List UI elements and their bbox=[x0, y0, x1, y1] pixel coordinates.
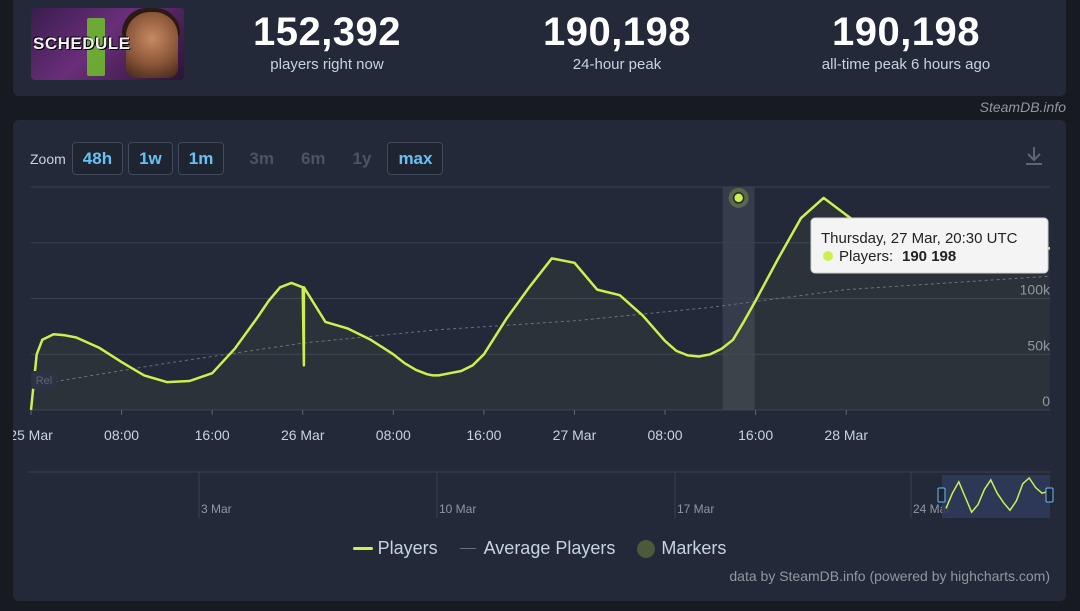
average-players-line bbox=[30, 275, 1051, 386]
tooltip-value: 190 198 bbox=[902, 248, 956, 265]
x-tick-label: 26 Mar bbox=[281, 427, 325, 443]
navigator-tick-label: 3 Mar bbox=[201, 502, 232, 516]
navigator-handle-right[interactable] bbox=[1045, 487, 1054, 503]
chart-legend: Players Average Players Markers bbox=[13, 538, 1066, 559]
stat-all-time-peak: 190,198 all-time peak 6 hours ago bbox=[776, 10, 1036, 73]
zoom-1y-button: 1y bbox=[352, 149, 372, 168]
header-bar: SCHEDULE 152,392 players right now 190,1… bbox=[13, 0, 1066, 96]
stat-24h-peak: 190,198 24-hour peak bbox=[487, 10, 747, 73]
y-tick-label: 50k bbox=[1027, 337, 1051, 353]
x-tick-label: 16:00 bbox=[738, 427, 773, 443]
highlight-point bbox=[732, 192, 745, 204]
navigator-tick-label: 10 Mar bbox=[439, 502, 476, 516]
legend-average-label: Average Players bbox=[483, 538, 616, 558]
zoom-1m-button[interactable]: 1m bbox=[177, 142, 225, 175]
stat-players-now: 152,392 players right now bbox=[197, 10, 457, 73]
x-tick-label: 25 Mar bbox=[13, 427, 53, 443]
zoom-3m-button: 3m bbox=[249, 149, 274, 168]
stat-value: 190,198 bbox=[831, 10, 981, 54]
zoom-6m-button: 6m bbox=[300, 149, 326, 168]
x-tick-label: 08:00 bbox=[376, 427, 411, 443]
zoom-48h-button[interactable]: 48h bbox=[71, 142, 124, 175]
x-tick-label: 16:00 bbox=[466, 427, 501, 443]
zoom-max-button[interactable]: max bbox=[387, 142, 444, 175]
x-tick-label: 28 Mar bbox=[824, 427, 868, 443]
stat-label: all-time peak 6 hours ago bbox=[821, 56, 991, 73]
players-area bbox=[31, 197, 1050, 410]
tooltip: Thursday, 27 Mar, 20:30 UTC Players: 190… bbox=[810, 217, 1049, 274]
y-axis-labels: 0 50k 100k bbox=[1020, 282, 1051, 410]
stat-value: 190,198 bbox=[542, 10, 692, 54]
legend-average[interactable]: Average Players bbox=[459, 538, 616, 559]
legend-markers[interactable]: Markers bbox=[637, 538, 726, 559]
x-tick-label: 16:00 bbox=[195, 427, 230, 443]
navigator-tick-label: 17 Mar bbox=[677, 502, 714, 516]
navigator-ticks: 3 Mar 10 Mar 17 Mar 24 Mar bbox=[198, 472, 950, 518]
character-face bbox=[126, 12, 178, 78]
x-axis-labels: 25 Mar 08:00 16:00 26 Mar 08:00 16:00 27 Mar 08… bbox=[13, 410, 868, 443]
player-count-chart: 0 50k 100k 25 Mar 08:00 16:00 26 Mar 08:00 16:0… bbox=[13, 186, 1054, 518]
legend-average-swatch bbox=[459, 548, 476, 549]
legend-players-label: Players bbox=[377, 538, 438, 558]
navigator-tick-label: 24 Mar bbox=[913, 502, 950, 516]
steamdb-credit[interactable]: SteamDB.info bbox=[979, 99, 1066, 115]
x-tick-label: 08:00 bbox=[648, 427, 683, 443]
chart-panel: Zoom 48h 1w 1m 3m 6m 1y max 0 50k 100k 25 … bbox=[13, 120, 1066, 601]
navigator-handle-left[interactable] bbox=[937, 487, 946, 503]
zoom-label: Zoom bbox=[30, 150, 66, 167]
logo-i-shape bbox=[87, 18, 105, 76]
legend-markers-swatch bbox=[637, 539, 656, 558]
highcharts-credit[interactable]: data by SteamDB.info (powered by highcha… bbox=[729, 568, 1050, 584]
x-tick-label: 08:00 bbox=[104, 427, 139, 443]
tooltip-series-dot bbox=[823, 251, 833, 261]
hover-band bbox=[722, 187, 755, 410]
zoom-1w-button[interactable]: 1w bbox=[128, 142, 173, 175]
stat-label: 24-hour peak bbox=[572, 56, 662, 73]
rel-badge: Rel bbox=[31, 371, 57, 389]
legend-players[interactable]: Players bbox=[352, 538, 438, 559]
zoom-controls: Zoom 48h 1w 1m 3m 6m 1y max bbox=[30, 142, 448, 175]
y-tick-label: 0 bbox=[1042, 393, 1050, 409]
stat-label: players right now bbox=[270, 56, 384, 73]
x-tick-label: 27 Mar bbox=[553, 427, 597, 443]
navigator-line bbox=[945, 476, 1049, 514]
y-tick-label: 100k bbox=[1020, 282, 1051, 298]
legend-players-swatch bbox=[352, 547, 373, 550]
tooltip-title: Thursday, 27 Mar, 20:30 UTC bbox=[821, 230, 1018, 247]
download-icon[interactable] bbox=[1022, 144, 1046, 168]
legend-markers-label: Markers bbox=[661, 538, 727, 558]
stat-value: 152,392 bbox=[252, 10, 402, 54]
tooltip-series-label: Players: bbox=[839, 248, 893, 265]
game-capsule-image[interactable]: SCHEDULE bbox=[31, 8, 184, 80]
navigator: 3 Mar 10 Mar 17 Mar 24 Mar bbox=[29, 471, 1054, 518]
rel-label: Rel bbox=[36, 375, 53, 387]
game-title: SCHEDULE bbox=[33, 34, 131, 53]
